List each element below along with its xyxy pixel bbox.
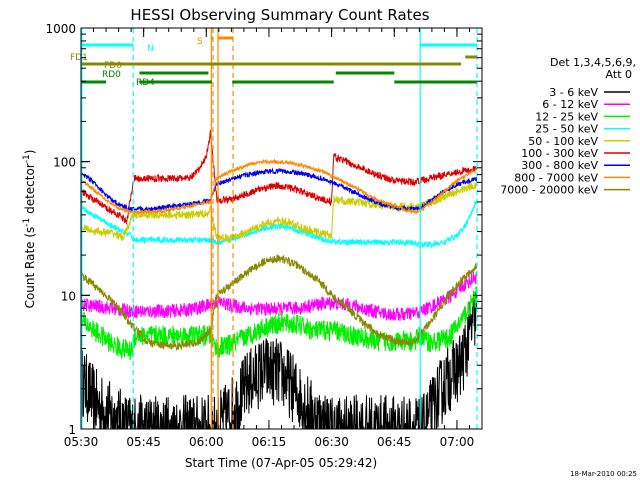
flag-label-s: S <box>197 37 203 47</box>
y-tick-label: 10 <box>61 289 76 303</box>
flag-label-rd4: RD4 <box>136 78 155 88</box>
legend-detectors: Det 1,3,4,5,6,9, <box>550 56 636 69</box>
y-axis: 1 10 100 1000 <box>45 22 482 437</box>
x-axis-label: Start Time (07-Apr-05 05:29:42) <box>185 456 377 470</box>
flag-label-fd1: FD1 <box>70 53 88 63</box>
footer-timestamp: 18-Mar-2010 00:25 <box>570 470 637 478</box>
x-tick-label: 06:45 <box>377 435 412 449</box>
x-tick-label: 06:15 <box>252 435 287 449</box>
y-tick-label: 1000 <box>45 22 76 36</box>
legend-label-9: 7000 - 20000 keV <box>500 184 598 197</box>
series-layer <box>81 129 478 429</box>
series-line-4 <box>81 200 478 249</box>
x-tick-label: 06:00 <box>189 435 224 449</box>
y-tick-label: 1 <box>68 423 76 437</box>
legend-label-5: 50 - 100 keV <box>528 135 598 148</box>
x-tick-label: 05:45 <box>126 435 161 449</box>
series-line-1 <box>81 286 478 429</box>
legend-label-4: 25 - 50 keV <box>535 123 598 136</box>
legend-label-8: 800 - 7000 keV <box>514 171 598 184</box>
series-line-8 <box>81 158 478 216</box>
legend-label-1: 3 - 6 keV <box>549 86 598 99</box>
vertical-markers <box>81 28 478 429</box>
flag-label-fd0: FD0 <box>104 61 122 71</box>
flag-label-rd0: RD0 <box>102 70 121 80</box>
legend-attenuator: Att 0 <box>606 68 632 81</box>
x-axis: 05:30 05:45 06:00 06:15 06:30 06:45 07:00 <box>64 28 483 449</box>
y-axis-label: Count Rate (s-1 detector-1) <box>22 150 37 309</box>
x-tick-label: 06:30 <box>314 435 349 449</box>
legend-label-2: 6 - 12 keV <box>542 98 598 111</box>
y-tick-label: 100 <box>53 156 76 170</box>
series-line-9 <box>81 254 478 352</box>
chart-title: HESSI Observing Summary Count Rates <box>130 6 429 24</box>
legend-label-3: 12 - 25 keV <box>535 110 598 123</box>
x-tick-label: 05:30 <box>64 435 99 449</box>
series-line-3 <box>81 287 478 361</box>
legend-label-6: 100 - 300 keV <box>521 147 598 160</box>
legend-label-7: 300 - 800 keV <box>521 159 598 172</box>
series-line-6 <box>81 129 478 225</box>
x-tick-label: 07:00 <box>440 435 475 449</box>
flag-label-n: N <box>147 44 154 54</box>
series-line-2 <box>81 270 478 321</box>
